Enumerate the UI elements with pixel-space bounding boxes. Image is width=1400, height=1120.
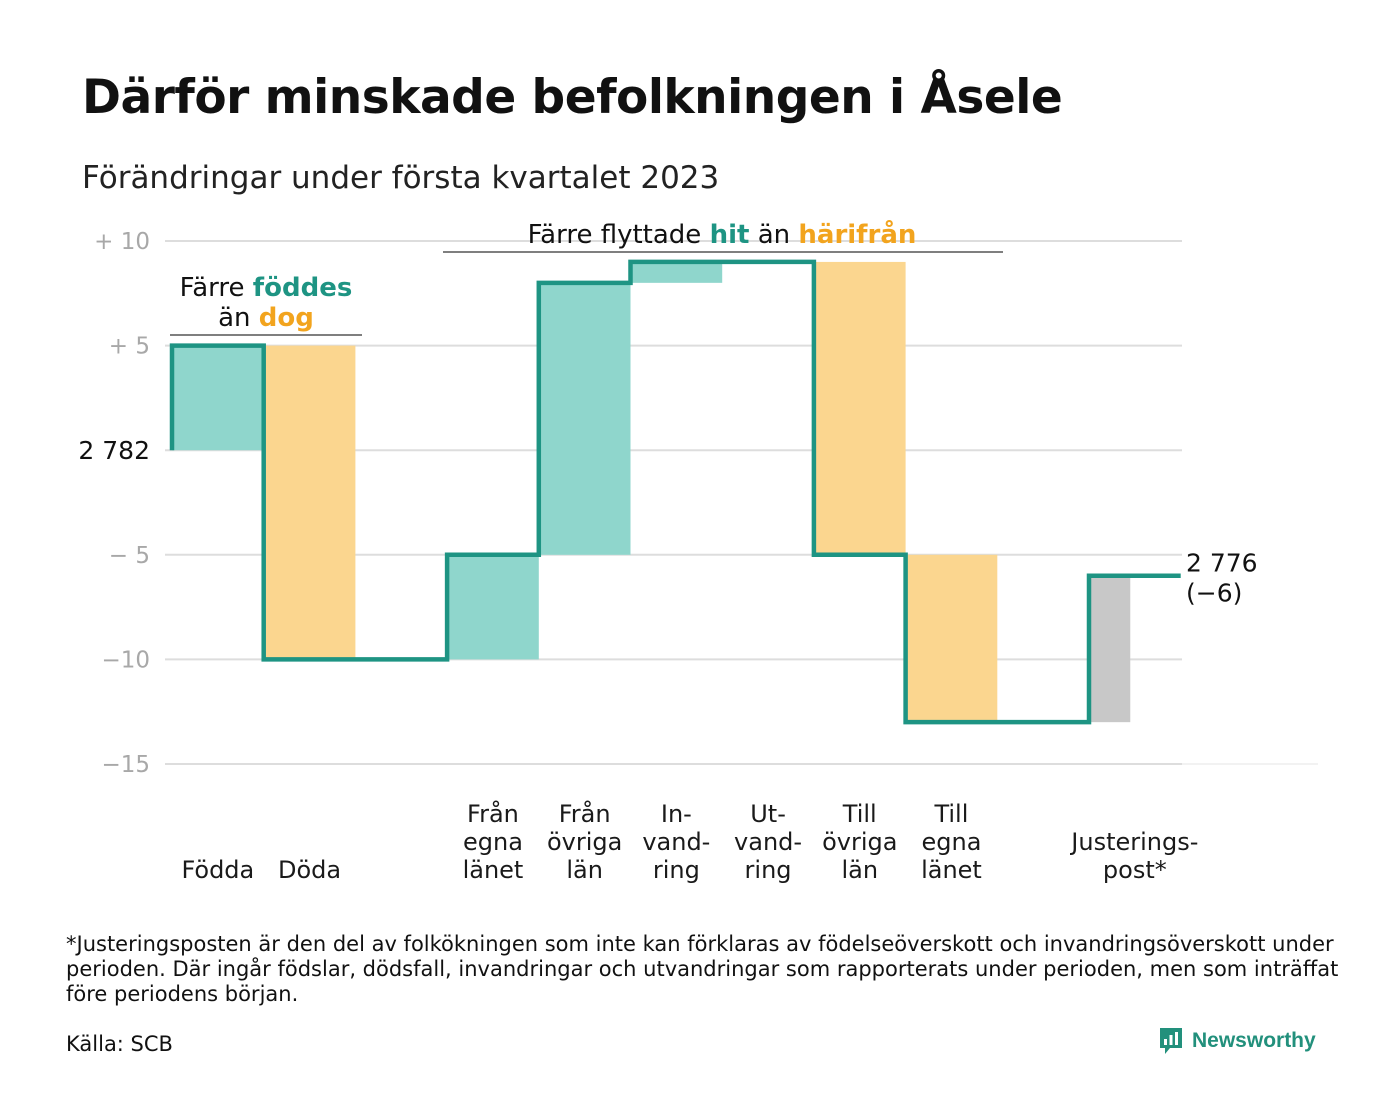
- x-label: Från: [559, 799, 611, 828]
- end-value-label: 2 776: [1186, 549, 1258, 578]
- bar-från: [538, 282, 631, 555]
- x-label: egna: [921, 828, 981, 856]
- x-label: post*: [1103, 856, 1167, 884]
- x-label: Ut-: [750, 800, 786, 828]
- newsworthy-logo-icon: [1160, 1028, 1182, 1054]
- x-label: Från: [467, 799, 519, 828]
- bar-från: [447, 554, 539, 660]
- bar-döda: [263, 345, 356, 660]
- x-label: In-: [661, 800, 692, 828]
- x-label: länet: [921, 856, 982, 884]
- bar-till: [813, 261, 906, 555]
- x-label: ring: [745, 856, 792, 884]
- x-label: egna: [463, 828, 523, 856]
- bar-in: [630, 261, 723, 283]
- annotation-births-text: Färre föddes: [180, 273, 353, 303]
- x-label: län: [566, 856, 603, 884]
- x-label: län: [841, 856, 878, 884]
- x-label: Födda: [181, 856, 254, 884]
- y-tick-label: −15: [101, 752, 150, 778]
- y-tick-label: + 10: [94, 229, 150, 255]
- brand-logo[interactable]: Newsworthy: [1158, 1026, 1316, 1056]
- x-label: Till: [933, 800, 968, 828]
- x-label: övriga: [822, 828, 897, 856]
- chart-subtitle: Förändringar under första kvartalet 2023: [82, 160, 720, 196]
- source-label: Källa: SCB: [66, 1032, 173, 1056]
- x-label: vand-: [642, 828, 710, 856]
- y-tick-label: − 5: [109, 543, 150, 569]
- x-label: Justerings-: [1069, 828, 1198, 856]
- chart-title: Därför minskade befolkningen i Åsele: [82, 70, 1063, 125]
- y-tick-label: −10: [101, 647, 150, 673]
- level-line: [169, 259, 1181, 725]
- footnote: *Justeringsposten är den del av folkökni…: [66, 932, 1339, 1006]
- bar-till: [905, 554, 998, 723]
- x-label: Döda: [278, 856, 341, 884]
- start-value-label: 2 782: [78, 436, 150, 465]
- x-label: länet: [463, 856, 524, 884]
- x-label: Till: [842, 800, 877, 828]
- y-tick-label: + 5: [109, 334, 150, 360]
- bar-födda: [172, 345, 264, 451]
- brand-name: Newsworthy: [1192, 1029, 1316, 1052]
- end-change-label: (−6): [1186, 579, 1242, 608]
- bar-justerings: [1089, 575, 1131, 723]
- x-label: övriga: [547, 828, 622, 856]
- annotation-births-text: än dog: [218, 303, 314, 333]
- x-label: ring: [653, 856, 700, 884]
- x-label: vand-: [734, 828, 802, 856]
- annotation-migration-text: Färre flyttade hit än härifrån: [528, 218, 917, 250]
